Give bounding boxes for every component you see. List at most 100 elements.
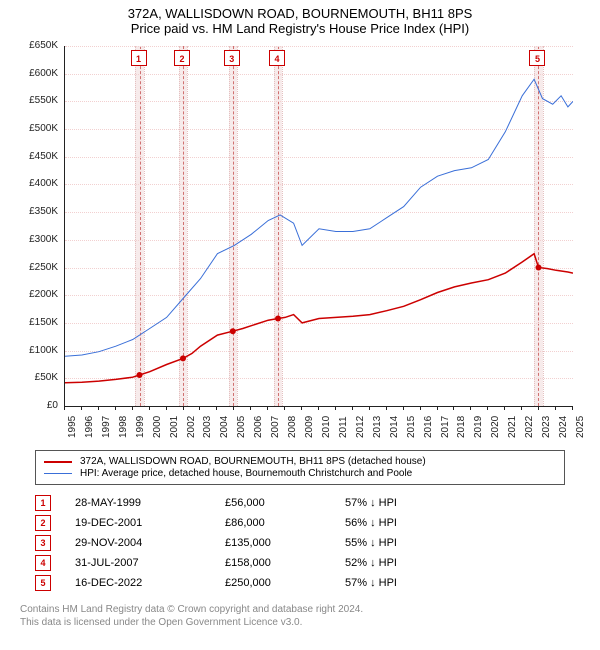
x-axis-label: 1997	[101, 416, 112, 438]
event-marker: 1	[131, 50, 147, 66]
event-marker: 2	[174, 50, 190, 66]
x-tick	[216, 406, 217, 410]
x-axis-label: 2006	[253, 416, 264, 438]
x-axis-label: 2020	[490, 416, 501, 438]
row-marker: 3	[35, 535, 51, 551]
row-delta: 52% ↓ HPI	[345, 557, 565, 569]
y-axis-label: £0	[20, 400, 58, 411]
x-tick	[572, 406, 573, 410]
event-marker: 4	[269, 50, 285, 66]
x-axis-label: 1996	[84, 416, 95, 438]
legend-label: 372A, WALLISDOWN ROAD, BOURNEMOUTH, BH11…	[80, 456, 426, 467]
x-tick	[149, 406, 150, 410]
x-axis-label: 2011	[338, 416, 349, 438]
chart: 12345£0£50K£100K£150K£200K£250K£300K£350…	[20, 40, 580, 442]
x-tick	[183, 406, 184, 410]
x-tick	[521, 406, 522, 410]
x-axis-label: 1999	[135, 416, 146, 438]
series-price_paid	[65, 254, 573, 383]
footer: Contains HM Land Registry data © Crown c…	[20, 603, 580, 635]
y-axis-label: £50K	[20, 372, 58, 383]
y-axis-label: £300K	[20, 234, 58, 245]
row-date: 29-NOV-2004	[75, 537, 225, 549]
x-tick	[403, 406, 404, 410]
table-row: 516-DEC-2022£250,00057% ↓ HPI	[35, 575, 565, 591]
x-axis-label: 1998	[118, 416, 129, 438]
x-axis-label: 2005	[236, 416, 247, 438]
x-axis-label: 2001	[169, 416, 180, 438]
x-tick	[335, 406, 336, 410]
row-marker: 1	[35, 495, 51, 511]
x-tick	[470, 406, 471, 410]
x-axis-label: 2019	[473, 416, 484, 438]
y-axis-label: £400K	[20, 178, 58, 189]
event-marker: 3	[224, 50, 240, 66]
x-tick	[166, 406, 167, 410]
table-row: 219-DEC-2001£86,00056% ↓ HPI	[35, 515, 565, 531]
x-tick	[487, 406, 488, 410]
x-tick	[250, 406, 251, 410]
x-tick	[132, 406, 133, 410]
x-tick	[420, 406, 421, 410]
x-axis-label: 2015	[406, 416, 417, 438]
x-tick	[504, 406, 505, 410]
table-row: 3 29-NOV-2004£135,00055% ↓ HPI	[35, 535, 565, 551]
x-tick	[267, 406, 268, 410]
row-delta: 55% ↓ HPI	[345, 537, 565, 549]
event-marker: 5	[529, 50, 545, 66]
x-axis-label: 2007	[270, 416, 281, 438]
table-row: 128-MAY-1999£56,00057% ↓ HPI	[35, 495, 565, 511]
plot-area	[64, 46, 573, 407]
x-tick	[301, 406, 302, 410]
legend: 372A, WALLISDOWN ROAD, BOURNEMOUTH, BH11…	[35, 450, 565, 485]
x-axis-label: 2013	[372, 416, 383, 438]
series-hpi	[65, 79, 573, 356]
x-axis-label: 2000	[152, 416, 163, 438]
x-tick	[369, 406, 370, 410]
x-axis-label: 2021	[507, 416, 518, 438]
y-axis-label: £600K	[20, 68, 58, 79]
x-axis-label: 2012	[355, 416, 366, 438]
x-axis-label: 2023	[541, 416, 552, 438]
x-tick	[538, 406, 539, 410]
x-axis-label: 2016	[423, 416, 434, 438]
legend-row: HPI: Average price, detached house, Bour…	[44, 468, 556, 479]
legend-row: 372A, WALLISDOWN ROAD, BOURNEMOUTH, BH11…	[44, 456, 556, 467]
x-axis-label: 2002	[186, 416, 197, 438]
y-axis-label: £250K	[20, 262, 58, 273]
legend-swatch	[44, 473, 72, 474]
x-axis-label: 2022	[524, 416, 535, 438]
event-dot	[230, 328, 236, 334]
event-dot	[536, 265, 542, 271]
x-tick	[284, 406, 285, 410]
y-axis-label: £350K	[20, 206, 58, 217]
x-axis-label: 2014	[389, 416, 400, 438]
legend-label: HPI: Average price, detached house, Bour…	[80, 468, 412, 479]
x-tick	[453, 406, 454, 410]
row-date: 16-DEC-2022	[75, 577, 225, 589]
x-axis-label: 2003	[202, 416, 213, 438]
event-dot	[275, 316, 281, 322]
x-tick	[352, 406, 353, 410]
x-tick	[64, 406, 65, 410]
legend-swatch	[44, 461, 72, 463]
page-title: 372A, WALLISDOWN ROAD, BOURNEMOUTH, BH11…	[0, 6, 600, 21]
y-axis-label: £650K	[20, 40, 58, 51]
y-axis-label: £100K	[20, 345, 58, 356]
x-tick	[98, 406, 99, 410]
x-tick	[81, 406, 82, 410]
row-price: £158,000	[225, 557, 345, 569]
x-axis-label: 2025	[575, 416, 586, 438]
x-axis-label: 2017	[440, 416, 451, 438]
row-delta: 56% ↓ HPI	[345, 517, 565, 529]
footer-line-2: This data is licensed under the Open Gov…	[20, 616, 580, 629]
row-price: £135,000	[225, 537, 345, 549]
x-axis-label: 2010	[321, 416, 332, 438]
x-axis-label: 2004	[219, 416, 230, 438]
x-axis-label: 1995	[67, 416, 78, 438]
row-price: £250,000	[225, 577, 345, 589]
row-delta: 57% ↓ HPI	[345, 577, 565, 589]
row-marker: 2	[35, 515, 51, 531]
page-subtitle: Price paid vs. HM Land Registry's House …	[0, 21, 600, 36]
y-axis-label: £550K	[20, 95, 58, 106]
